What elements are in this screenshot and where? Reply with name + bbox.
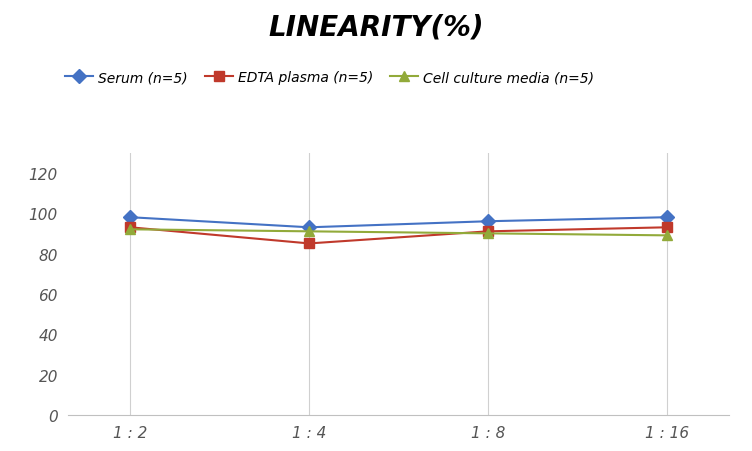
Cell culture media (n=5) (305, 229, 314, 235)
Line: Serum (n=5): Serum (n=5) (126, 213, 672, 233)
EDTA plasma (n=5) (663, 225, 672, 230)
Line: Cell culture media (n=5): Cell culture media (n=5) (126, 225, 672, 241)
Line: EDTA plasma (n=5): EDTA plasma (n=5) (126, 223, 672, 249)
Cell culture media (n=5) (126, 227, 135, 233)
EDTA plasma (n=5) (126, 225, 135, 230)
Cell culture media (n=5) (484, 231, 493, 236)
EDTA plasma (n=5) (484, 229, 493, 235)
Serum (n=5) (126, 215, 135, 221)
Text: LINEARITY(%): LINEARITY(%) (268, 14, 484, 41)
Cell culture media (n=5) (663, 233, 672, 239)
Serum (n=5) (484, 219, 493, 225)
Serum (n=5) (663, 215, 672, 221)
EDTA plasma (n=5) (305, 241, 314, 247)
Serum (n=5) (305, 225, 314, 230)
Legend: Serum (n=5), EDTA plasma (n=5), Cell culture media (n=5): Serum (n=5), EDTA plasma (n=5), Cell cul… (59, 65, 600, 91)
